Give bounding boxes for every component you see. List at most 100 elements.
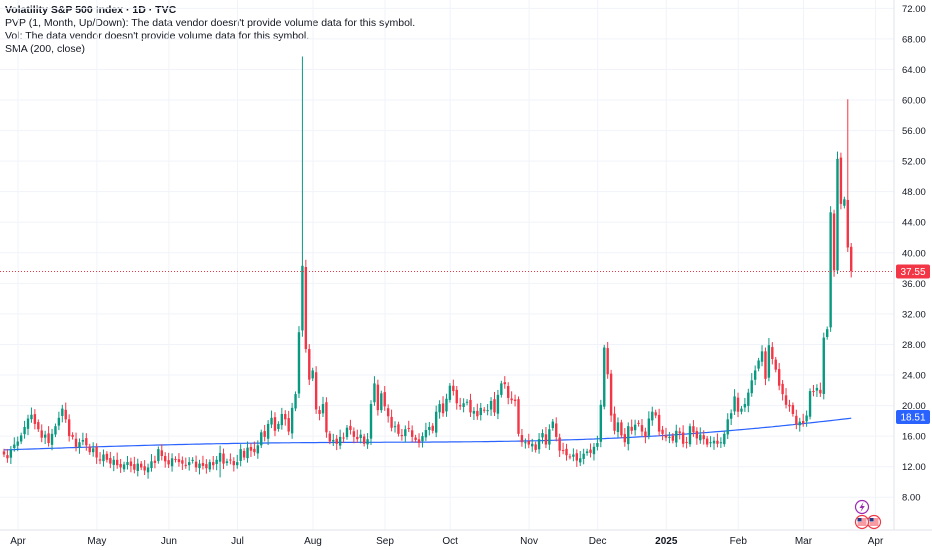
candle-body xyxy=(616,422,620,433)
candle-body xyxy=(311,370,314,379)
candle-body xyxy=(61,408,64,416)
candle-body xyxy=(695,431,699,439)
y-tick-label: 60.00 xyxy=(902,96,926,107)
candle-body xyxy=(390,416,393,428)
candle-body xyxy=(232,461,236,466)
candle-body xyxy=(750,380,753,394)
candle-body xyxy=(54,426,57,435)
y-tick-label: 12.00 xyxy=(902,462,926,473)
candle-body xyxy=(438,404,441,413)
candle-body xyxy=(198,463,201,469)
candle-body xyxy=(140,463,143,468)
candle-body xyxy=(263,431,266,437)
candle-body xyxy=(740,408,743,412)
candle-body xyxy=(458,405,462,407)
candle-body xyxy=(555,423,558,437)
candle-body xyxy=(846,199,849,248)
candle-body xyxy=(596,443,599,447)
candle-body xyxy=(294,394,297,409)
legend-sma[interactable]: SMA (200, close) xyxy=(5,43,85,55)
y-tick-label: 48.00 xyxy=(902,187,926,198)
y-tick-label: 36.00 xyxy=(902,279,926,290)
candle-body xyxy=(801,421,805,424)
candle-body xyxy=(839,157,843,204)
candle-body xyxy=(273,417,277,431)
legend-title[interactable]: Volatility S&P 500 Index · 1D · TVC xyxy=(5,4,177,16)
candle-body xyxy=(380,393,383,411)
candle-body xyxy=(503,382,506,385)
candle-body xyxy=(489,400,493,410)
candle-body xyxy=(692,426,695,433)
candle-body xyxy=(575,453,579,461)
candle-body xyxy=(201,463,205,466)
candle-body xyxy=(647,418,651,436)
candle-body xyxy=(637,422,640,424)
candle-body xyxy=(266,423,270,439)
candle-body xyxy=(657,414,661,432)
candle-body xyxy=(524,442,527,444)
y-tick-label: 64.00 xyxy=(902,65,926,76)
candle-body xyxy=(26,418,30,429)
candle-body xyxy=(30,414,33,420)
lightning-icon[interactable] xyxy=(854,499,870,515)
candle-body xyxy=(85,438,88,446)
candle-body xyxy=(308,349,311,380)
candle-body xyxy=(153,460,157,463)
candle-body xyxy=(376,384,380,411)
candle-body xyxy=(743,404,747,408)
candle-body xyxy=(136,463,139,471)
us-flag-icon[interactable] xyxy=(854,514,882,530)
candle-body xyxy=(321,404,325,414)
candle-body xyxy=(582,453,585,459)
candle-body xyxy=(256,445,260,454)
candle-body xyxy=(170,458,174,467)
y-tick-label: 32.00 xyxy=(902,309,926,320)
candle-body xyxy=(297,332,301,394)
x-tick-label: Feb xyxy=(730,536,748,547)
candle-body xyxy=(699,434,702,441)
candle-body xyxy=(150,461,153,469)
candle-body xyxy=(410,430,414,437)
candle-body xyxy=(709,442,712,444)
time-axis[interactable]: Apr May Jun Jul Aug Sep Oct Nov Dec 2025 Feb Mar Apr xyxy=(10,536,884,547)
candle-body xyxy=(469,399,472,413)
candle-body xyxy=(613,413,616,431)
candle-body xyxy=(630,426,633,431)
candle-body xyxy=(507,386,510,398)
last-price-badge-label: 37.55 xyxy=(900,267,925,278)
candle-body xyxy=(95,447,98,458)
candle-body xyxy=(67,419,71,437)
candle-body xyxy=(133,464,136,470)
candle-body xyxy=(16,441,19,446)
event-markers[interactable] xyxy=(854,499,882,530)
candle-body xyxy=(6,455,9,459)
candle-body xyxy=(788,404,791,407)
candle-body xyxy=(654,412,657,416)
candle-body xyxy=(366,439,369,445)
candle-body xyxy=(2,451,6,455)
candle-body xyxy=(548,429,551,445)
y-tick-label: 8.00 xyxy=(902,493,921,504)
candle-body xyxy=(414,437,417,440)
candle-body xyxy=(805,415,808,422)
candle-body xyxy=(194,461,198,468)
candle-body xyxy=(836,158,839,271)
candle-body xyxy=(314,372,318,410)
candle-body xyxy=(664,435,668,438)
candle-body xyxy=(57,417,61,426)
price-axis[interactable]: 8.00 12.00 16.00 20.00 24.00 28.00 32.00 36.00 4… xyxy=(902,4,926,504)
candle-body xyxy=(808,391,812,417)
candle-body xyxy=(476,410,479,417)
candle-body xyxy=(441,403,445,414)
x-tick-label: Aug xyxy=(304,536,322,547)
candle-body xyxy=(287,418,290,432)
candle-body xyxy=(606,348,609,375)
candle-body xyxy=(167,460,170,465)
candle-body xyxy=(688,426,692,445)
candle-body xyxy=(644,431,647,437)
grid-lines xyxy=(0,0,932,531)
candle-body xyxy=(428,426,431,431)
candle-body xyxy=(764,351,767,379)
candle-body xyxy=(712,440,716,444)
